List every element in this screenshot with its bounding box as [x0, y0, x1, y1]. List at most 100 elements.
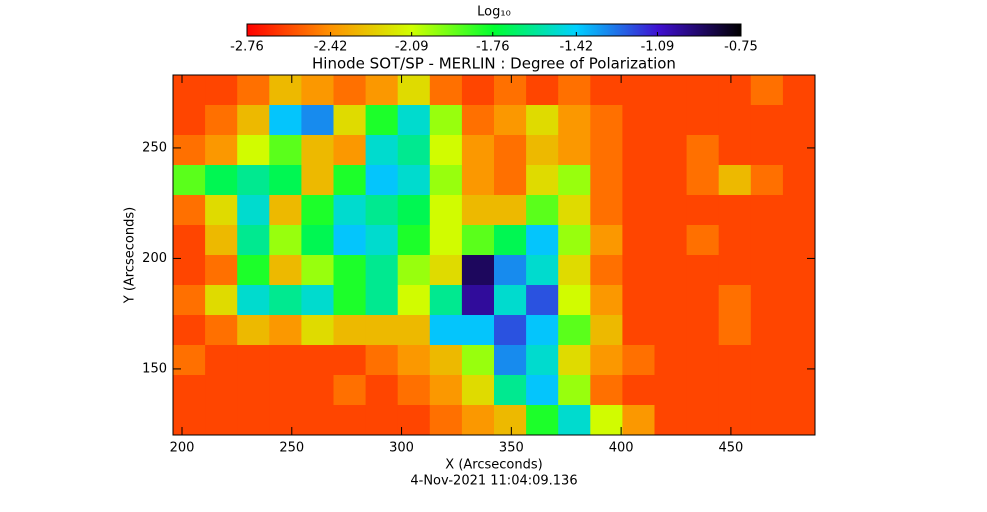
heatmap-cell	[333, 255, 367, 286]
heatmap-cell	[429, 375, 463, 406]
heatmap-cell	[718, 105, 752, 136]
heatmap-cell	[494, 285, 527, 316]
heatmap-cell	[718, 165, 752, 196]
colorbar-tick-label: -1.76	[476, 40, 510, 55]
heatmap-cell	[686, 75, 720, 106]
heatmap-cell	[269, 285, 302, 316]
heatmap-cell	[365, 315, 399, 346]
heatmap-cell	[173, 375, 206, 406]
heatmap-cell	[333, 285, 367, 316]
heatmap-cell	[558, 105, 591, 136]
heatmap-cell	[782, 225, 816, 256]
heatmap-cell	[269, 195, 302, 226]
heatmap-cell	[750, 285, 784, 316]
heatmap-cell	[590, 285, 623, 316]
heatmap-cell	[622, 285, 655, 316]
heatmap-cell	[718, 405, 752, 436]
x-tick-label: 250	[279, 441, 304, 456]
plot-frame	[172, 74, 816, 436]
heatmap-cell	[526, 135, 559, 166]
heatmap-cell	[301, 405, 334, 436]
x-tick-label: 350	[499, 441, 524, 456]
heatmap-cell	[558, 315, 591, 346]
heatmap-cell	[558, 345, 591, 376]
heatmap-cell	[750, 225, 784, 256]
heatmap-cell	[494, 195, 527, 226]
heatmap-cell	[558, 165, 591, 196]
colorbar-tick-label: -2.76	[230, 40, 264, 55]
heatmap-cell	[654, 285, 688, 316]
heatmap-cell	[590, 135, 623, 166]
heatmap-cell	[269, 315, 302, 346]
heatmap-cell	[590, 195, 623, 226]
heatmap-cell	[237, 315, 270, 346]
heatmap-cell	[301, 105, 334, 136]
heatmap-cell	[526, 315, 559, 346]
heatmap-cell	[429, 315, 463, 346]
heatmap-cell	[494, 165, 527, 196]
heatmap-cell	[686, 405, 720, 436]
heatmap-cell	[686, 105, 720, 136]
heatmap-cell	[205, 345, 238, 376]
heatmap-cell	[590, 255, 623, 286]
heatmap-cell	[494, 345, 527, 376]
heatmap-cell	[526, 165, 559, 196]
heatmap-cell	[718, 255, 752, 286]
heatmap-cell	[365, 345, 399, 376]
heatmap-cell	[750, 345, 784, 376]
heatmap-cell	[205, 135, 238, 166]
heatmap-cell	[461, 375, 495, 406]
heatmap-cell	[782, 315, 816, 346]
heatmap-cell	[750, 165, 784, 196]
heatmap-cell	[301, 75, 334, 106]
heatmap-cell	[461, 255, 495, 286]
colorbar-tick-label: -2.42	[314, 40, 348, 55]
heatmap-cell	[237, 405, 270, 436]
heatmap-cell	[494, 315, 527, 346]
y-tick-label: 250	[142, 140, 167, 155]
heatmap-cell	[718, 135, 752, 166]
heatmap-cell	[686, 225, 720, 256]
heatmap-cell	[301, 135, 334, 166]
heatmap-cell	[333, 195, 367, 226]
heatmap-cell	[173, 285, 206, 316]
heatmap-cell	[461, 225, 495, 256]
heatmap-cell	[654, 225, 688, 256]
heatmap-cell	[686, 135, 720, 166]
heatmap-cell	[686, 345, 720, 376]
heatmap-cell	[590, 75, 623, 106]
heatmap-cell	[269, 255, 302, 286]
heatmap-cell	[558, 195, 591, 226]
heatmap-cell	[461, 345, 495, 376]
heatmap-cell	[205, 285, 238, 316]
heatmap-cell	[173, 255, 206, 286]
heatmap-cell	[494, 105, 527, 136]
heatmap-cell	[301, 285, 334, 316]
heatmap-cell	[494, 135, 527, 166]
heatmap-cell	[782, 165, 816, 196]
heatmap-cell	[173, 195, 206, 226]
heatmap-cell	[558, 375, 591, 406]
heatmap-cell	[397, 345, 431, 376]
heatmap-cell	[333, 75, 367, 106]
heatmap-cell	[622, 135, 655, 166]
y-axis-label: Y (Arcseconds)	[123, 207, 138, 304]
heatmap-cell	[269, 105, 302, 136]
heatmap-cell	[333, 165, 367, 196]
heatmap-cell	[429, 195, 463, 226]
heatmap-cell	[622, 405, 655, 436]
heatmap-cell	[782, 405, 816, 436]
heatmap-cell	[269, 405, 302, 436]
x-tick-label: 200	[170, 441, 195, 456]
heatmap-cell	[205, 375, 238, 406]
heatmap-cell	[558, 255, 591, 286]
colorbar-tick-label: -2.09	[395, 40, 429, 55]
heatmap-cell	[429, 255, 463, 286]
heatmap-cell	[590, 345, 623, 376]
heatmap-cell	[654, 405, 688, 436]
heatmap-cell	[622, 105, 655, 136]
colorbar-tick-label: -1.42	[560, 40, 594, 55]
heatmap-cell	[750, 315, 784, 346]
heatmap-cell	[333, 405, 367, 436]
